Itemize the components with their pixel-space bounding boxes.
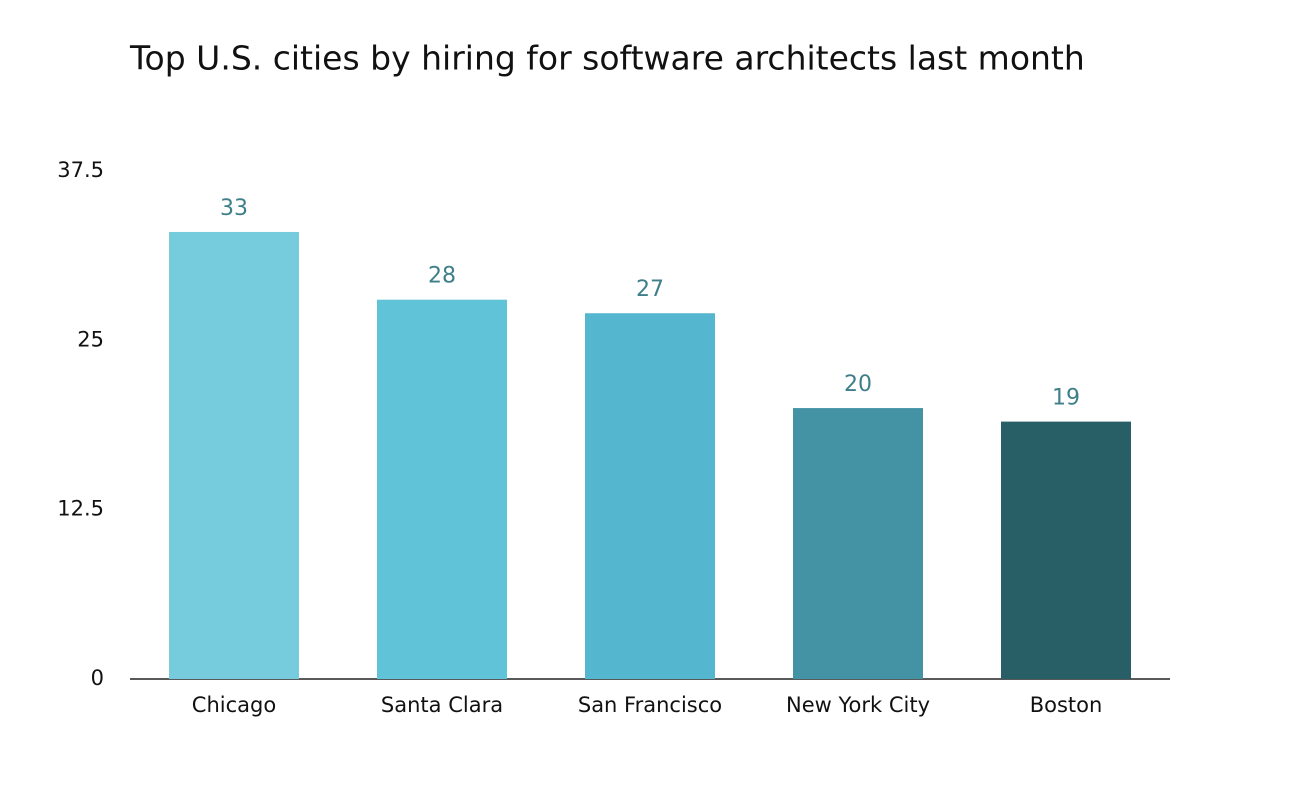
bar — [793, 408, 923, 679]
bar — [585, 313, 715, 679]
bar — [377, 299, 507, 679]
value-label: 33 — [220, 196, 248, 221]
bar — [1001, 421, 1131, 679]
value-label: 28 — [428, 264, 456, 289]
y-tick-label: 12.5 — [57, 497, 104, 521]
x-tick-label: San Francisco — [578, 693, 722, 717]
y-tick-label: 25 — [77, 327, 104, 351]
value-label: 27 — [636, 277, 664, 302]
value-label: 19 — [1052, 386, 1080, 411]
x-tick-label: Santa Clara — [381, 693, 503, 717]
bar — [169, 231, 299, 679]
chart-title: Top U.S. cities by hiring for software a… — [129, 39, 1085, 78]
y-tick-label: 0 — [91, 666, 104, 690]
value-label: 20 — [844, 372, 872, 397]
x-tick-label: New York City — [786, 693, 930, 717]
x-tick-label: Boston — [1030, 693, 1103, 717]
y-tick-label: 37.5 — [57, 158, 104, 182]
x-tick-label: Chicago — [192, 693, 276, 717]
